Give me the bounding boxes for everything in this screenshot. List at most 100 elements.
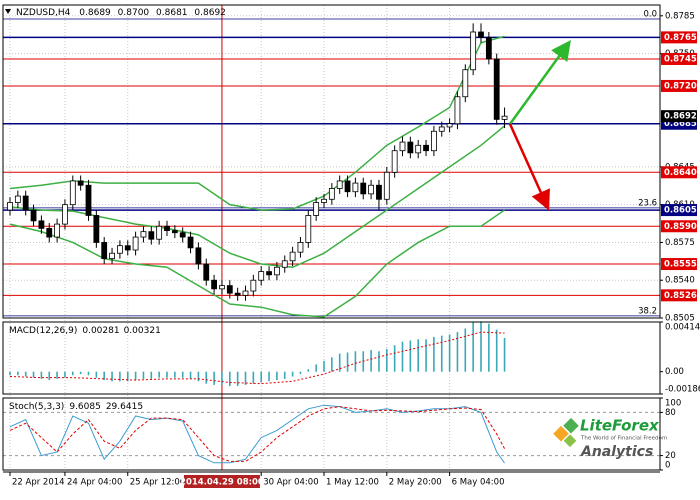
candle-body	[501, 115, 508, 120]
price-box	[661, 110, 697, 123]
x-tick-label: 30 Apr 04:00	[263, 478, 318, 488]
close-value: 0.8692	[194, 8, 226, 18]
macd-bar	[72, 371, 74, 376]
candle-body	[415, 144, 422, 154]
macd-bar	[181, 371, 184, 378]
candle-body	[30, 209, 37, 222]
stoch-line	[9, 404, 505, 464]
high-value: 0.8700	[118, 8, 150, 18]
candle-body	[77, 180, 84, 186]
level-label: 0.8745	[664, 54, 697, 64]
candle-body	[470, 31, 477, 71]
chart-header: NZDUSD,H4 0.8689 0.8700 0.8681 0.8692	[16, 8, 226, 18]
macd-bar	[244, 371, 247, 385]
y-tick-label: 100	[665, 399, 681, 409]
macd-bar	[134, 371, 137, 381]
candle-body	[117, 245, 123, 254]
open-value: 0.8689	[79, 8, 111, 18]
macd-bar	[166, 371, 168, 378]
x-tick-label: 2 May 20:00	[389, 478, 442, 488]
macd-bar	[370, 350, 372, 372]
candle-body	[211, 279, 218, 290]
y-tick-label: 0.00414	[665, 323, 700, 333]
candle-body	[14, 195, 21, 203]
x-tick-label: 1 May 12:00	[326, 478, 379, 488]
candle-body	[368, 184, 375, 195]
fibo-label: 23.6	[638, 198, 657, 208]
macd-bar	[32, 371, 35, 378]
crosshair-box	[183, 475, 260, 488]
candle-body	[305, 215, 312, 243]
candle-body	[140, 231, 147, 238]
fibo-label: 38.2	[638, 306, 657, 316]
candle-body	[62, 204, 68, 225]
macd-bar	[425, 339, 427, 372]
macd-bar	[401, 341, 404, 372]
candle-body	[156, 225, 163, 240]
level-label: 0.8555	[664, 260, 697, 270]
macd-bar	[472, 322, 474, 372]
macd-bar	[174, 371, 176, 378]
macd-bar	[9, 371, 11, 376]
macd-bar	[480, 321, 482, 372]
band-line	[9, 35, 505, 211]
macd-bar	[409, 340, 412, 372]
macd-bar	[393, 345, 396, 372]
level-box	[661, 220, 697, 233]
candle-body	[7, 202, 13, 211]
macd-bar	[221, 371, 223, 385]
macd-bar	[158, 371, 160, 378]
y-tick-label: 0.8575	[665, 238, 695, 248]
candle-body	[54, 223, 60, 238]
candle-body	[124, 245, 131, 251]
candle-body	[344, 180, 351, 193]
band-line	[9, 209, 505, 318]
logo-tagline: The World of Financial Freedom	[580, 436, 667, 442]
indicator-header: MACD(12,26,9) 0.00281 0.00321	[9, 326, 161, 336]
grid-layer	[3, 5, 660, 470]
level-box	[661, 166, 697, 179]
macd-bar	[103, 371, 105, 381]
candle-body	[242, 290, 249, 296]
candle-body	[407, 141, 414, 154]
macd-bar	[315, 364, 317, 372]
macd-bar	[150, 371, 153, 379]
candle-body	[313, 202, 320, 216]
indicator-value: 0.00281	[82, 326, 119, 336]
candle-body	[203, 263, 210, 281]
macd-bar	[338, 353, 341, 372]
macd-bar	[252, 371, 255, 384]
level-box	[661, 52, 697, 65]
candle-body	[101, 242, 108, 260]
macd-bar	[440, 335, 443, 372]
x-tick-label: 22 Apr 2014	[12, 478, 65, 488]
candle-body	[478, 31, 484, 38]
candle-body	[46, 228, 53, 238]
macd-bar	[464, 328, 467, 372]
macd-bar	[126, 371, 129, 382]
candle-body	[69, 180, 76, 206]
candle-body	[93, 215, 100, 243]
stoch-line	[9, 406, 505, 462]
level-box	[661, 289, 697, 302]
y-tick-label: 80	[665, 408, 676, 418]
candle-body	[109, 252, 115, 260]
macd-bar	[79, 371, 82, 375]
macd-bar	[307, 369, 310, 372]
chart-title: NZDUSD,H4	[16, 8, 71, 18]
candle-body	[85, 184, 92, 216]
macd-bar	[24, 371, 27, 377]
candle-body	[383, 171, 390, 200]
macd-bar	[205, 371, 208, 384]
macd-bar	[56, 371, 58, 379]
candle-body	[454, 96, 461, 125]
candle-body	[219, 285, 225, 290]
macd-bar	[503, 337, 506, 372]
arrow-down	[508, 123, 550, 211]
macd-bar	[495, 329, 498, 372]
x-tick-label: 6 May 04:00	[452, 478, 505, 488]
logo-icon	[553, 425, 569, 442]
indicator-value: 9.6085	[69, 402, 101, 412]
level-label: 0.8720	[664, 81, 697, 91]
level-label: 0.8605	[664, 206, 697, 216]
